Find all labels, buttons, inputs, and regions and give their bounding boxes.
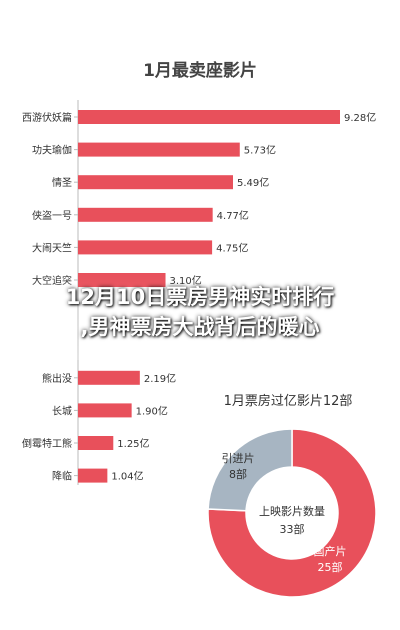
bar	[78, 207, 213, 222]
bar	[78, 240, 213, 255]
bar-value-label: 1.25亿	[117, 437, 149, 450]
bar	[78, 436, 114, 450]
bar	[78, 175, 233, 190]
headline: 12月10日票房男神实时排行 ,男神票房大战背后的暖心	[0, 282, 400, 342]
bar-value-label: 9.28亿	[344, 111, 376, 124]
bar-value-label: 1.04亿	[111, 470, 143, 483]
headline-line-2: ,男神票房大战背后的暖心	[80, 315, 320, 339]
bar-value-label: 5.73亿	[244, 144, 276, 157]
bar-value-label: 4.75亿	[216, 241, 248, 254]
bar-category-label: 降临	[52, 470, 72, 483]
bar-category-label: 西游伏妖篇	[22, 111, 72, 124]
pie-slice-value: 8部	[229, 467, 247, 481]
bar	[78, 468, 108, 483]
pie-chart-title: 1月票房过亿影片12部	[224, 393, 353, 409]
bar-category-label: 情圣	[52, 176, 72, 189]
bar	[78, 403, 132, 418]
bar	[78, 142, 240, 157]
pie-slice-value: 25部	[318, 560, 343, 574]
bar	[78, 110, 340, 124]
bar-value-label: 2.19亿	[144, 372, 176, 385]
pie-slice-name: 国产片	[314, 544, 347, 558]
pie-center-label: 上映影片数量	[259, 505, 325, 518]
bar-category-label: 熊出没	[42, 372, 72, 385]
bar-value-label: 3.10亿	[170, 274, 202, 287]
pie-slice	[207, 428, 377, 598]
pie-slice-name: 引进片	[222, 451, 255, 465]
bar-value-label: 5.49亿	[237, 176, 269, 189]
bar-value-label: 4.77亿	[217, 209, 249, 222]
bar-category-label: 侠盗一号	[32, 209, 72, 222]
bar-value-label: 1.90亿	[136, 404, 168, 417]
bar-category-label: 功夫瑜伽	[32, 144, 72, 157]
pie-center-value: 33部	[280, 522, 305, 536]
bar	[78, 273, 166, 287]
bar-category-label: 倒霉特工熊	[22, 437, 72, 450]
bar-category-label: 大闹天竺	[32, 241, 72, 254]
pie-slice	[207, 428, 293, 512]
headline-line-1: 12月10日票房男神实时排行	[65, 285, 335, 309]
bar-category-label: 大空追突	[32, 274, 72, 287]
bar-category-label: 长城	[52, 405, 72, 417]
bar	[78, 370, 140, 385]
bar-chart-title: 1月最卖座影片	[143, 60, 257, 81]
